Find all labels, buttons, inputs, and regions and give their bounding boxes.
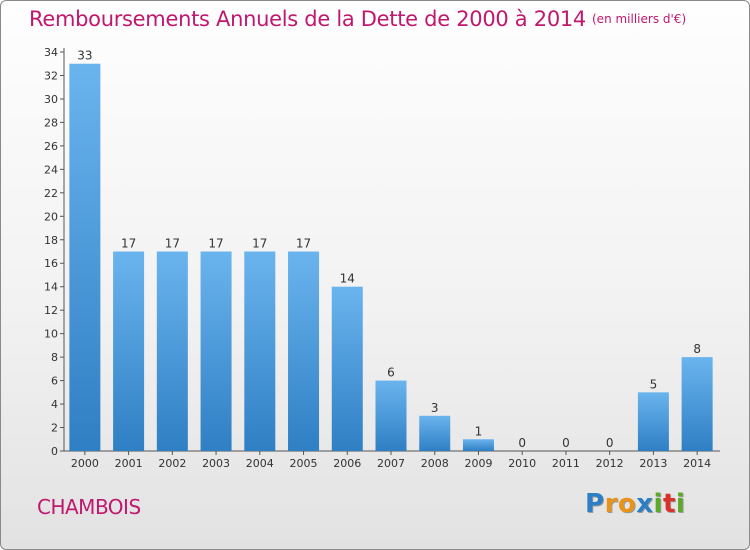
y-tick-label: 10 (44, 328, 58, 341)
x-tick-label: 2013 (639, 457, 667, 470)
logo-letter: x (636, 489, 654, 519)
data-label: 0 (562, 436, 570, 450)
data-label: 3 (431, 401, 439, 415)
y-tick-label: 0 (51, 445, 58, 458)
y-tick-label: 26 (44, 140, 58, 153)
x-tick-label: 2007 (377, 457, 405, 470)
bar (288, 251, 320, 451)
data-label: 17 (252, 237, 267, 251)
y-tick-label: 8 (51, 351, 58, 364)
bar (69, 63, 101, 452)
data-label: 1 (475, 424, 483, 438)
logo-letter: i (675, 489, 686, 519)
data-label: 6 (387, 366, 395, 380)
logo-letter: o (617, 489, 637, 519)
x-tick-label: 2000 (71, 457, 99, 470)
data-label: 5 (650, 377, 658, 391)
x-tick-label: 2005 (290, 457, 318, 470)
y-tick-label: 14 (44, 281, 58, 294)
chart-title: Remboursements Annuels de la Dette de 20… (29, 7, 686, 31)
data-label: 17 (208, 237, 223, 251)
data-label: 8 (693, 342, 701, 356)
y-tick-label: 4 (51, 398, 58, 411)
y-tick-label: 28 (44, 116, 58, 129)
bar (331, 286, 363, 451)
x-tick-label: 2003 (202, 457, 230, 470)
data-label: 17 (296, 237, 311, 251)
y-tick-label: 18 (44, 234, 58, 247)
bars: 33 17 17 17 17 17 14 6 3 1 0 0 0 5 8 (69, 49, 713, 452)
commune-name: CHAMBOIS (37, 495, 141, 519)
bar (156, 251, 188, 451)
x-tick-label: 2001 (115, 457, 143, 470)
logo-letter: i (653, 489, 663, 519)
x-tick-label: 2014 (683, 457, 711, 470)
x-tick-label: 2009 (464, 457, 492, 470)
y-tick-label: 30 (44, 93, 58, 106)
bar (244, 251, 276, 451)
data-label: 14 (340, 272, 355, 286)
y-tick-label: 34 (44, 46, 58, 59)
data-label: 33 (77, 49, 92, 63)
bar (200, 251, 232, 451)
bar (681, 357, 713, 451)
x-tick-label: 2010 (508, 457, 536, 470)
data-label: 0 (518, 436, 526, 450)
x-tick-label: 2004 (246, 457, 274, 470)
bar (113, 251, 145, 451)
data-label: 17 (165, 237, 180, 251)
x-tick-label: 2006 (333, 457, 361, 470)
logo-letter: t (662, 489, 676, 519)
logo-letter: r (604, 489, 618, 519)
data-label: 17 (121, 237, 136, 251)
x-tick-label: 2002 (158, 457, 186, 470)
y-tick-label: 12 (44, 304, 58, 317)
y-tick-label: 22 (44, 187, 58, 200)
y-tick-label: 20 (44, 210, 58, 223)
y-tick-label: 6 (51, 375, 58, 388)
y-tick-label: 32 (44, 69, 58, 82)
x-tick-label: 2011 (552, 457, 580, 470)
bar (462, 439, 494, 451)
bar (419, 415, 451, 451)
x-tick-label: 2008 (421, 457, 449, 470)
proxiti-logo: Proxiti (585, 489, 685, 519)
chart-unit: (en milliers d'€) (592, 12, 687, 26)
y-tick-label: 2 (51, 422, 58, 435)
y-tick-label: 24 (44, 163, 58, 176)
chart-title-text: Remboursements Annuels de la Dette de 20… (29, 7, 586, 31)
bar (637, 392, 669, 451)
data-label: 0 (606, 436, 614, 450)
logo-letter: P (585, 489, 605, 519)
bar (375, 380, 407, 451)
x-tick-label: 2012 (596, 457, 624, 470)
y-tick-label: 16 (44, 257, 58, 270)
